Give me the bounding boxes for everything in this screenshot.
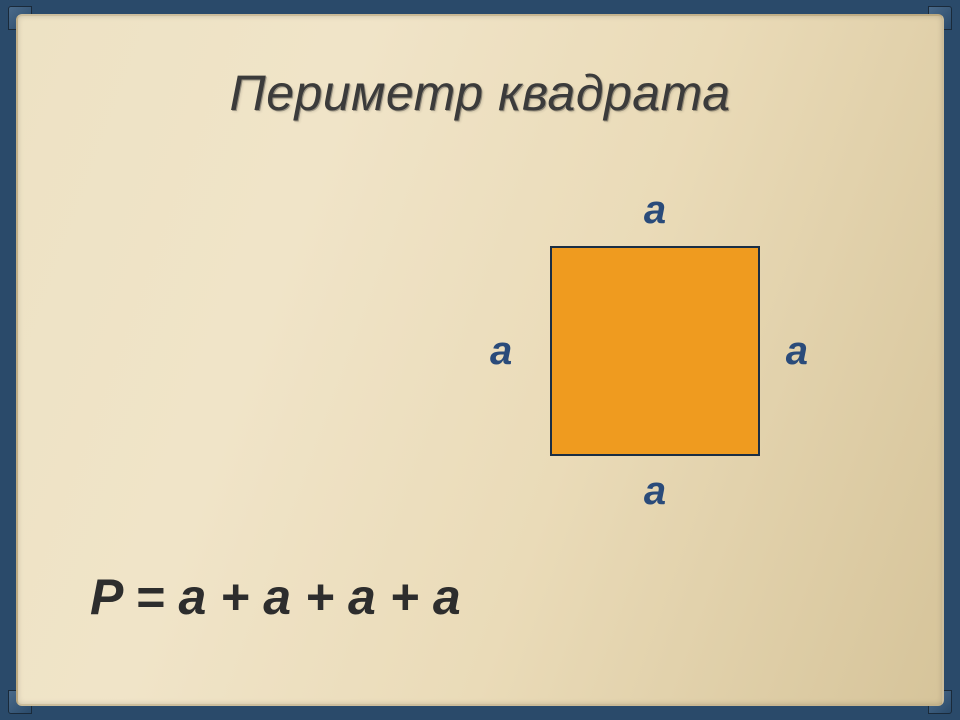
side-label-right: a [786, 246, 808, 456]
side-label-top: a [550, 188, 760, 233]
side-label-bottom: a [550, 469, 760, 514]
slide-outer-frame: Периметр квадрата a a a a P = a + a + a … [0, 0, 960, 720]
slide-inner-frame: Периметр квадрата a a a a P = a + a + a … [16, 14, 944, 706]
side-label-left: a [490, 246, 512, 456]
slide-title: Периметр квадрата [18, 64, 942, 122]
perimeter-formula: P = a + a + a + a [90, 568, 461, 626]
square-shape [550, 246, 760, 456]
square-diagram: a a a a [550, 246, 760, 456]
